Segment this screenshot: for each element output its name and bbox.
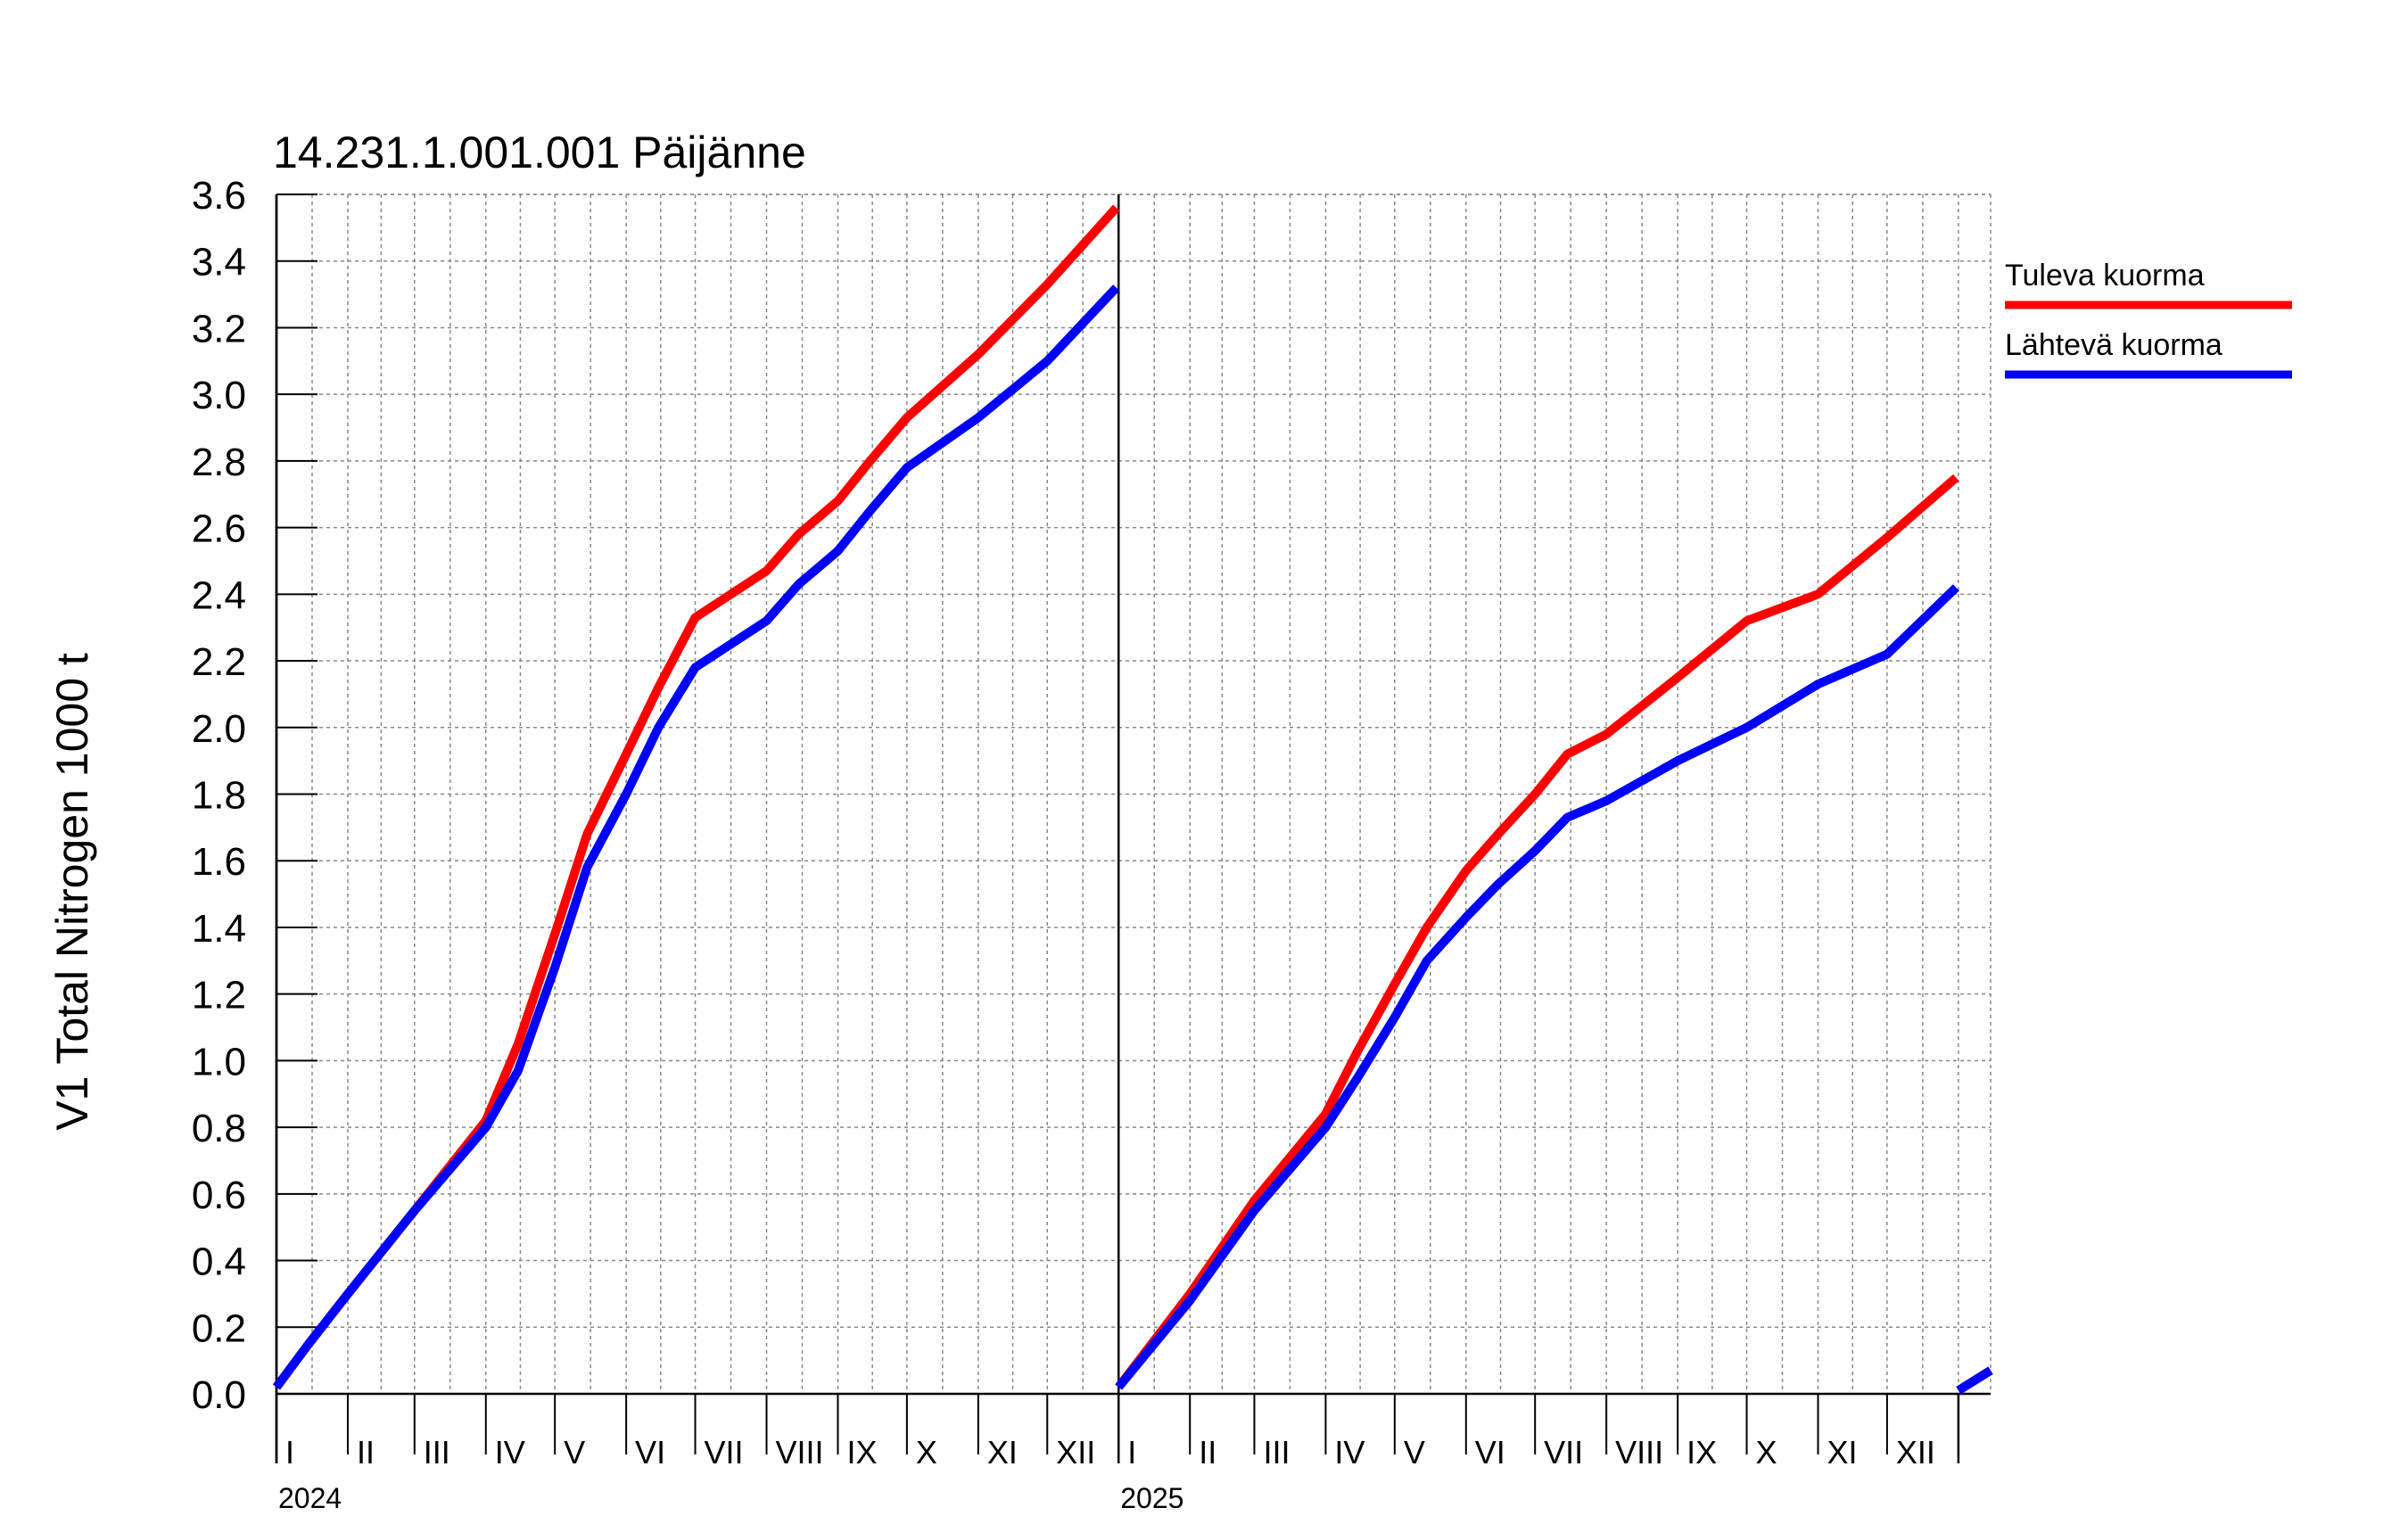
y-tick-label: 0.0	[192, 1373, 246, 1417]
y-tick-labels: 0.0 0.2 0.4 0.6 0.8 1.0 1.2 1.4 1.6 1.8 2.0 2.2 2.4 2…	[192, 174, 246, 1417]
y-tick-label: 2.6	[192, 507, 246, 551]
y-tick-label: 1.2	[192, 974, 246, 1018]
month-label: IV	[495, 1434, 525, 1471]
month-label: I	[285, 1434, 294, 1471]
month-label: X	[1756, 1434, 1777, 1471]
axes	[275, 194, 1991, 1463]
y-tick-label: 2.2	[192, 640, 246, 684]
series-line-lahteva	[1956, 1366, 1993, 1395]
y-tick-label: 2.8	[192, 441, 246, 484]
month-label: VI	[635, 1434, 665, 1471]
y-tick-label: 3.2	[192, 307, 246, 350]
series-line-lahteva	[1115, 584, 1959, 1390]
legend-label: Tuleva kuorma	[2005, 259, 2205, 292]
year-label: 2025	[1120, 1482, 1183, 1514]
month-label: V	[564, 1434, 585, 1471]
month-label: XI	[987, 1434, 1018, 1471]
month-label: V	[1404, 1434, 1425, 1471]
series-line-lahteva	[272, 284, 1120, 1390]
year-label: 2024	[278, 1482, 342, 1514]
month-label: II	[357, 1434, 375, 1471]
month-label: XII	[1896, 1434, 1935, 1471]
month-label: IX	[1686, 1434, 1717, 1471]
y-tick-label: 3.0	[192, 374, 246, 417]
year-labels: 2024 2025	[278, 1482, 1183, 1514]
month-label: VIII	[776, 1434, 824, 1471]
month-label: XI	[1827, 1434, 1858, 1471]
month-label: IV	[1334, 1434, 1365, 1471]
legend: Tuleva kuorma Lähtevä kuorma	[2005, 259, 2292, 379]
y-tick-label: 0.6	[192, 1174, 246, 1217]
month-label: VII	[1544, 1434, 1583, 1471]
y-tick-label: 2.4	[192, 573, 246, 617]
month-label: X	[916, 1434, 937, 1471]
grid	[276, 194, 1992, 1395]
y-tick-label: 0.8	[192, 1107, 246, 1150]
legend-label: Lähtevä kuorma	[2005, 328, 2222, 362]
chart-title: 14.231.1.001.001 Päijänne	[273, 128, 806, 177]
month-label: XII	[1056, 1434, 1095, 1471]
y-tick-label: 1.4	[192, 907, 246, 951]
month-label: II	[1199, 1434, 1216, 1471]
y-tick-label: 3.6	[192, 174, 246, 218]
month-label: VIII	[1615, 1434, 1663, 1471]
month-label: I	[1127, 1434, 1136, 1471]
y-tick-label: 1.6	[192, 840, 246, 884]
series-line-tuleva	[1115, 474, 1959, 1390]
y-axis-label: V1 Total Nitrogen 1000 t	[47, 653, 97, 1131]
y-tick-label: 1.0	[192, 1040, 246, 1083]
month-label: III	[424, 1434, 450, 1471]
y-tick-label: 1.8	[192, 774, 246, 818]
series	[272, 204, 1993, 1395]
month-labels: I II III IV V VI VII VIII IX X XI XII I II III IV V VI VII…	[285, 1434, 1935, 1471]
month-label: III	[1263, 1434, 1290, 1471]
month-label: VII	[705, 1434, 744, 1471]
month-label: IX	[846, 1434, 877, 1471]
y-tick-label: 0.2	[192, 1306, 246, 1350]
y-tick-label: 0.4	[192, 1240, 246, 1284]
month-label: VI	[1475, 1434, 1505, 1471]
y-tick-label: 2.0	[192, 707, 246, 751]
y-tick-label: 3.4	[192, 241, 246, 284]
